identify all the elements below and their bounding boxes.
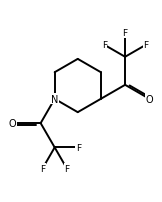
Text: O: O — [146, 94, 153, 104]
Text: O: O — [9, 119, 16, 128]
Text: F: F — [102, 41, 107, 50]
Text: F: F — [122, 29, 128, 38]
Text: F: F — [76, 143, 81, 152]
Text: N: N — [51, 94, 58, 104]
Text: F: F — [64, 164, 69, 173]
Text: F: F — [143, 41, 148, 50]
Text: F: F — [40, 164, 45, 173]
